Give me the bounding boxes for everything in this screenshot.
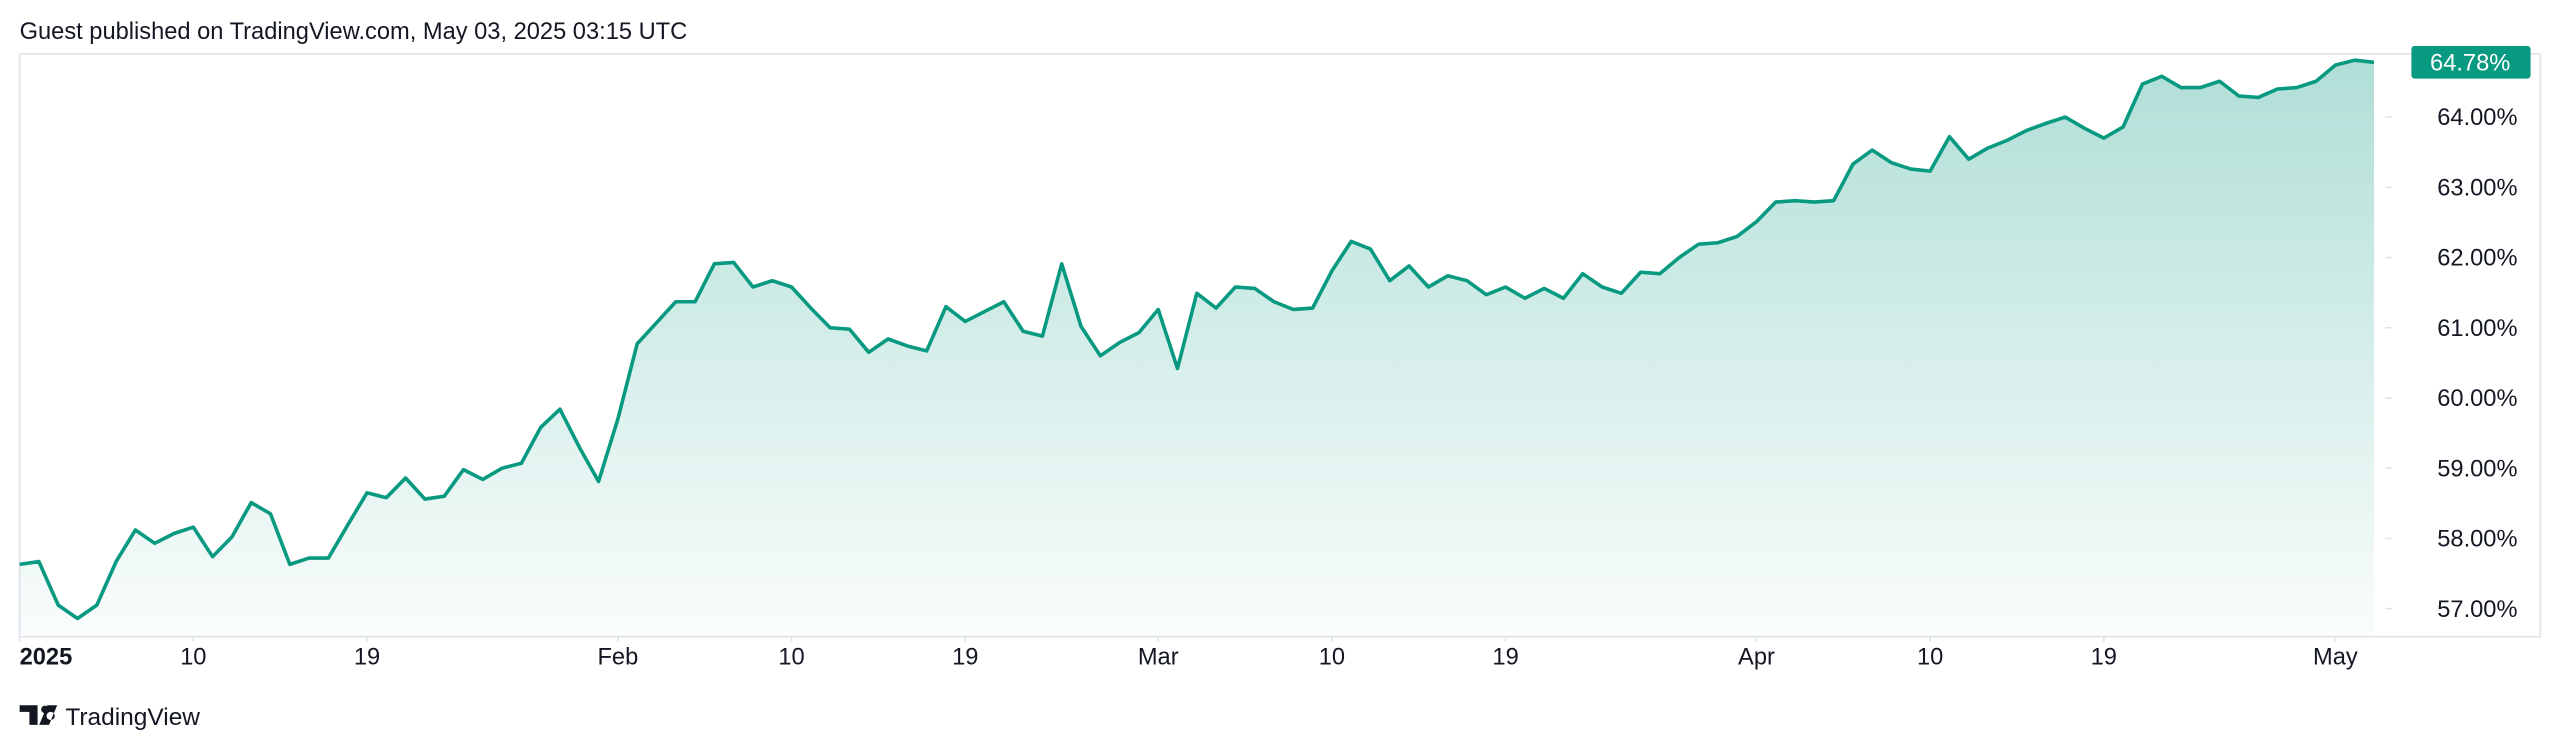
header: Guest published on TradingView.com, May … [20,19,688,45]
x-tick-label: 10 [1917,644,1943,670]
y-tick-label: 62.00% [2437,246,2517,272]
y-tick-label: 60.00% [2437,386,2517,412]
y-tick-label: 57.00% [2437,597,2517,623]
y-tick-label: 64.00% [2437,105,2517,131]
area-fill [19,60,2374,637]
x-tick-label: Mar [1138,644,1179,670]
brand-logo [19,705,58,725]
y-tick-label: 63.00% [2437,175,2517,201]
x-tick-label: 19 [1492,644,1518,670]
x-tick-label: 10 [778,644,804,670]
x-tick-label: 19 [952,644,978,670]
x-tick-label: May [2313,644,2358,670]
x-tick-label: 19 [2091,644,2117,670]
price-label-box [2411,45,2531,79]
x-tick-label: Feb [597,644,638,670]
y-tick-label: 58.00% [2437,527,2517,553]
x-tick-label: 10 [1319,644,1345,670]
price-label: 64.78% [2430,50,2510,76]
y-tick-label: 59.00% [2437,456,2517,482]
x-tick-label: 2025 [20,644,73,670]
x-tick-label: 19 [354,644,380,670]
x-tick-label: 10 [180,644,206,670]
y-tick-label: 61.00% [2437,316,2517,342]
x-tick-label: Apr [1738,644,1775,670]
line [19,58,2375,621]
brand: TradingView [65,704,200,731]
